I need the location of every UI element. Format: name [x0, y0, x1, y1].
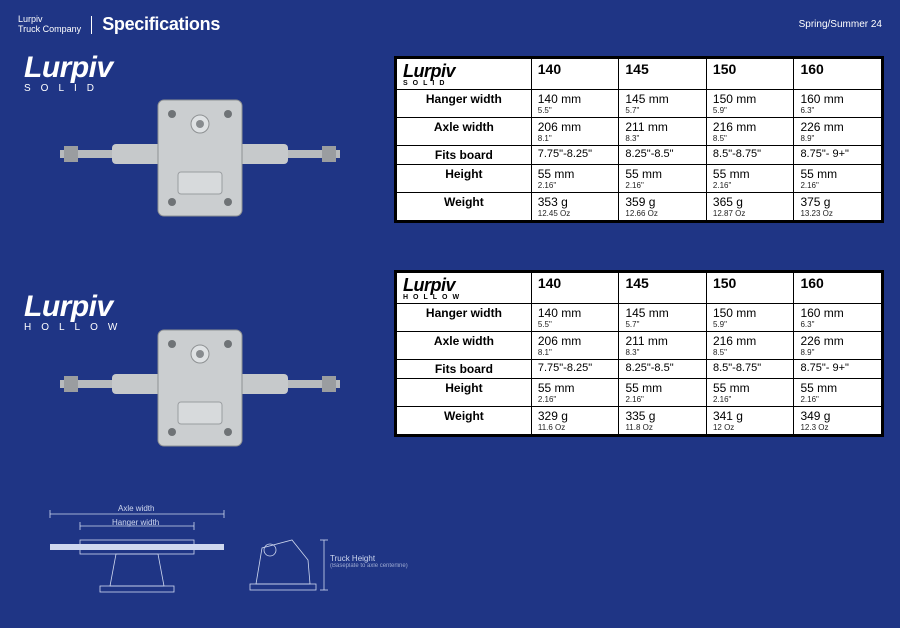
table-row: Hanger width 140 mm5.5" 145 mm5.7" 150 m… [397, 90, 882, 118]
page-header: Lurpiv Truck Company Specifications Spri… [18, 14, 882, 35]
table-row: Fits board 7.75"-8.25" 8.25"-8.5" 8.5"-8… [397, 360, 882, 379]
company-name: Lurpiv Truck Company [18, 15, 81, 35]
spec-table-solid: LurpivSOLID 140145150160 Hanger width 14… [394, 56, 884, 223]
table-row: Weight 353 g12.45 Oz 359 g12.66 Oz 365 g… [397, 193, 882, 221]
table-row: Weight 329 g11.6 Oz 335 g11.8 Oz 341 g12… [397, 407, 882, 435]
table-row: Axle width 206 mm8.1" 211 mm8.3" 216 mm8… [397, 332, 882, 360]
table-header-row: LurpivHOLLOW 140145150160 [397, 273, 882, 304]
header-divider [91, 16, 92, 34]
season-label: Spring/Summer 24 [799, 19, 882, 30]
table-row: Fits board 7.75"-8.25" 8.25"-8.5" 8.5"-8… [397, 146, 882, 165]
diagram-axle-label: Axle width [118, 504, 154, 513]
table-row: Hanger width 140 mm5.5" 145 mm5.7" 150 m… [397, 304, 882, 332]
diagram-height-label: Truck Height (Baseplate to axle centerli… [330, 554, 408, 569]
truck-image-hollow [60, 318, 340, 458]
truck-image-solid [60, 88, 340, 228]
table-row: Axle width 206 mm8.1" 211 mm8.3" 216 mm8… [397, 118, 882, 146]
table-row: Height 55 mm2.16" 55 mm2.16" 55 mm2.16" … [397, 379, 882, 407]
page-title: Specifications [102, 14, 220, 35]
table-row: Height 55 mm2.16" 55 mm2.16" 55 mm2.16" … [397, 165, 882, 193]
table-header-row: LurpivSOLID 140145150160 [397, 59, 882, 90]
spec-table-hollow: LurpivHOLLOW 140145150160 Hanger width 1… [394, 270, 884, 437]
diagram-hanger-label: Hanger width [112, 518, 159, 527]
measurement-diagram: Axle width Hanger width Truck Height (Ba… [40, 500, 360, 610]
